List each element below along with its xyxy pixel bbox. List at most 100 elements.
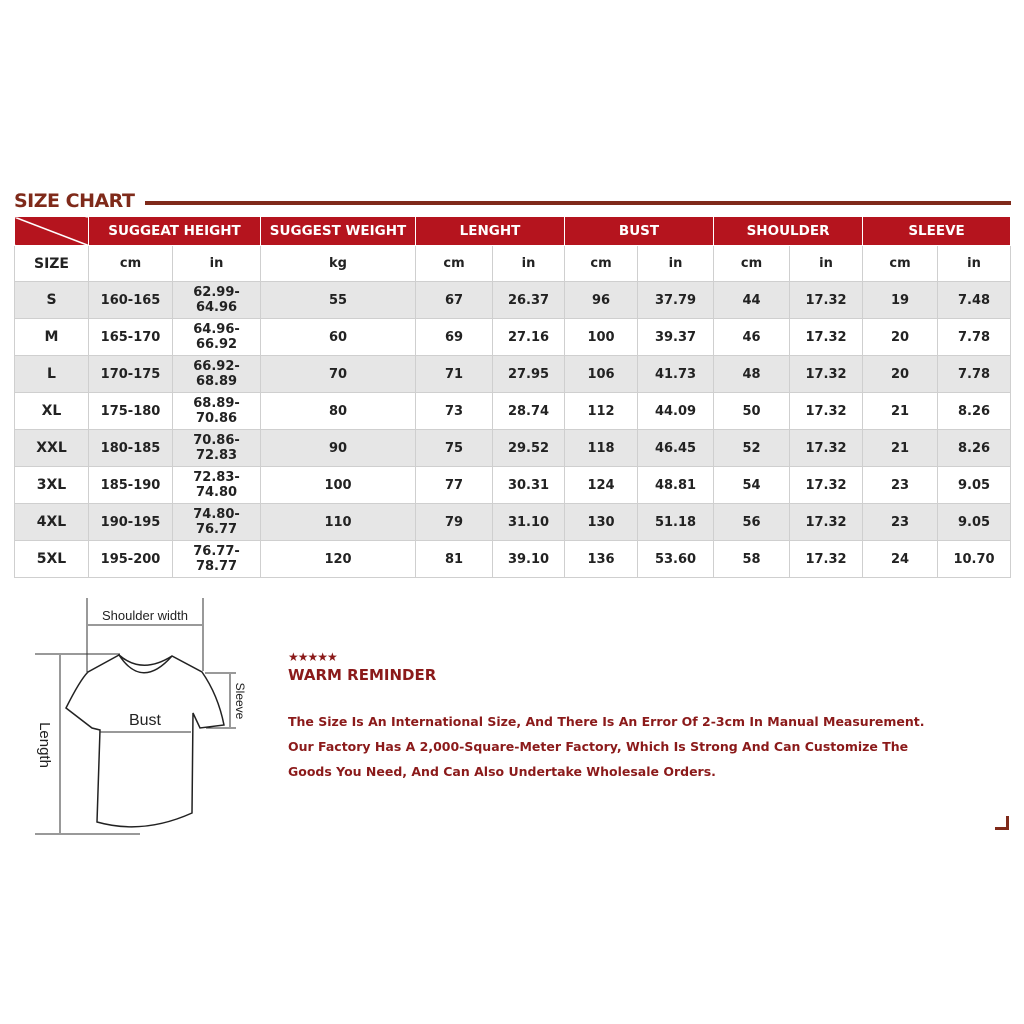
- unit-cell: in: [937, 245, 1012, 282]
- header-bust: BUST: [564, 216, 715, 246]
- table-row: XXL 180-185 70.86-72.83 90 75 29.52 118 46.45 52…: [14, 429, 1012, 467]
- table-cell: 60: [260, 318, 417, 356]
- size-label: XL: [14, 392, 89, 430]
- unit-cell: kg: [260, 245, 417, 282]
- table-cell: 27.16: [492, 318, 566, 356]
- table-cell: 24: [862, 540, 939, 578]
- table-cell: 20: [862, 318, 939, 356]
- table-cell: 50: [713, 392, 791, 430]
- header-weight: SUGGEST WEIGHT: [260, 216, 417, 246]
- header-length: LENGHT: [415, 216, 566, 246]
- table-cell: 37.79: [637, 281, 715, 319]
- table-cell: 48: [713, 355, 791, 393]
- table-cell: 79: [415, 503, 494, 541]
- table-row: L 170-175 66.92-68.89 70 71 27.95 106 41.73 48 17…: [14, 355, 1012, 393]
- table-cell: 17.32: [789, 429, 864, 467]
- tshirt-outline: [65, 654, 225, 828]
- table-cell: 17.32: [789, 540, 864, 578]
- table-cell: 7.48: [937, 281, 1012, 319]
- unit-cell: in: [637, 245, 715, 282]
- table-cell: 58: [713, 540, 791, 578]
- length-label: Length: [36, 722, 53, 768]
- table-cell: 23: [862, 466, 939, 504]
- unit-cell: in: [492, 245, 566, 282]
- table-cell: 17.32: [789, 281, 864, 319]
- table-cell: 64.96-66.92: [171, 318, 262, 356]
- table-cell: 17.32: [789, 318, 864, 356]
- table-cell: 71: [415, 355, 494, 393]
- table-cell: 41.73: [637, 355, 715, 393]
- unit-cell: cm: [88, 245, 173, 282]
- table-cell: 56: [713, 503, 791, 541]
- table-cell: 70.86-72.83: [171, 429, 262, 467]
- table-cell: 26.37: [492, 281, 566, 319]
- size-label: M: [14, 318, 89, 356]
- table-cell: 100: [260, 466, 417, 504]
- unit-cell: cm: [564, 245, 639, 282]
- table-cell: 52: [713, 429, 791, 467]
- table-cell: 20: [862, 355, 939, 393]
- table-cell: 180-185: [88, 429, 173, 467]
- table-cell: 106: [564, 355, 639, 393]
- table-cell: 30.31: [492, 466, 566, 504]
- warm-reminder: ★★★★★ WARM REMINDER: [288, 650, 436, 684]
- table-row: S 160-165 62.99-64.96 55 67 26.37 96 37.79 44 17.…: [14, 281, 1012, 319]
- table-cell: 29.52: [492, 429, 566, 467]
- title-divider: [145, 201, 1011, 205]
- table-cell: 81: [415, 540, 494, 578]
- header-shoulder: SHOULDER: [713, 216, 864, 246]
- unit-cell: SIZE: [14, 245, 89, 282]
- table-cell: 28.74: [492, 392, 566, 430]
- table-cell: 39.37: [637, 318, 715, 356]
- size-label: L: [14, 355, 89, 393]
- sleeve-label: Sleeve: [233, 683, 247, 720]
- table-cell: 72.83-74.80: [171, 466, 262, 504]
- reminder-text: The Size Is An International Size, And T…: [288, 714, 925, 779]
- table-cell: 17.32: [789, 355, 864, 393]
- table-cell: 44.09: [637, 392, 715, 430]
- table-cell: 8.26: [937, 392, 1012, 430]
- unit-cell: cm: [713, 245, 791, 282]
- table-cell: 21: [862, 429, 939, 467]
- size-label: 5XL: [14, 540, 89, 578]
- tshirt-measurement-diagram: Shoulder width Bust Length Sleeve: [35, 598, 247, 835]
- size-label: S: [14, 281, 89, 319]
- table-cell: 80: [260, 392, 417, 430]
- table-cell: 17.32: [789, 466, 864, 504]
- header-row: SUGGEAT HEIGHT SUGGEST WEIGHT LENGHT BUS…: [14, 216, 1012, 246]
- table-cell: 7.78: [937, 355, 1012, 393]
- table-cell: 54: [713, 466, 791, 504]
- table-row: 5XL 195-200 76.77-78.77 120 81 39.10 136 53.60 5…: [14, 540, 1012, 578]
- corner-bracket-decoration: [995, 816, 1009, 830]
- table-cell: 69: [415, 318, 494, 356]
- table-cell: 51.18: [637, 503, 715, 541]
- units-row: SIZE cm in kg cm in cm in cm in cm in: [14, 245, 1012, 282]
- table-cell: 170-175: [88, 355, 173, 393]
- table-cell: 130: [564, 503, 639, 541]
- header-sleeve: SLEEVE: [862, 216, 1012, 246]
- table-cell: 8.26: [937, 429, 1012, 467]
- page-title: SIZE CHART: [14, 190, 135, 212]
- size-label: 3XL: [14, 466, 89, 504]
- table-cell: 46.45: [637, 429, 715, 467]
- table-cell: 195-200: [88, 540, 173, 578]
- table-cell: 110: [260, 503, 417, 541]
- table-cell: 46: [713, 318, 791, 356]
- table-cell: 44: [713, 281, 791, 319]
- table-cell: 120: [260, 540, 417, 578]
- table-cell: 160-165: [88, 281, 173, 319]
- size-label: 4XL: [14, 503, 89, 541]
- table-row: M 165-170 64.96-66.92 60 69 27.16 100 39.37 46 17…: [14, 318, 1012, 356]
- table-cell: 68.89-70.86: [171, 392, 262, 430]
- size-chart-table: SUGGEAT HEIGHT SUGGEST WEIGHT LENGHT BUS…: [14, 216, 1012, 578]
- table-cell: 27.95: [492, 355, 566, 393]
- table-cell: 17.32: [789, 503, 864, 541]
- table-cell: 75: [415, 429, 494, 467]
- table-cell: 17.32: [789, 392, 864, 430]
- table-cell: 73: [415, 392, 494, 430]
- table-cell: 74.80-76.77: [171, 503, 262, 541]
- table-cell: 165-170: [88, 318, 173, 356]
- table-cell: 66.92-68.89: [171, 355, 262, 393]
- bust-label: Bust: [129, 712, 162, 729]
- star-rating-icon: ★★★★★: [288, 650, 338, 664]
